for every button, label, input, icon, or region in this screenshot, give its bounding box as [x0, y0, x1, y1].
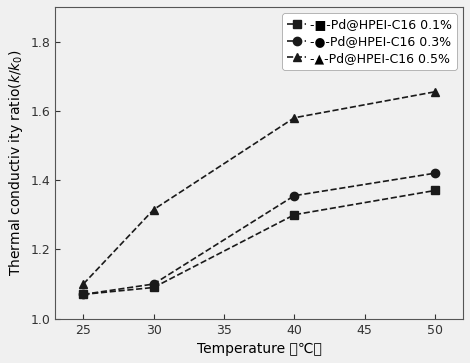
Legend: -■-Pd@HPEI-C16 0.1%, -●-Pd@HPEI-C16 0.3%, -▲-Pd@HPEI-C16 0.5%: -■-Pd@HPEI-C16 0.1%, -●-Pd@HPEI-C16 0.3%… — [282, 13, 457, 70]
X-axis label: Temperature （℃）: Temperature （℃） — [197, 342, 321, 356]
-▲-Pd@HPEI-C16 0.5% — [80, 282, 86, 286]
-▲-Pd@HPEI-C16 0.5% — [151, 207, 157, 212]
-■-Pd@HPEI-C16 0.1% — [291, 213, 297, 217]
-■-Pd@HPEI-C16 0.1% — [151, 285, 157, 290]
Y-axis label: Thermal conductiv ity ratio($k/k_0$): Thermal conductiv ity ratio($k/k_0$) — [7, 49, 25, 276]
-●-Pd@HPEI-C16 0.3% — [291, 193, 297, 198]
-■-Pd@HPEI-C16 0.1% — [432, 188, 438, 193]
-●-Pd@HPEI-C16 0.3% — [80, 292, 86, 297]
-■-Pd@HPEI-C16 0.1% — [80, 292, 86, 297]
Line: -▲-Pd@HPEI-C16 0.5%: -▲-Pd@HPEI-C16 0.5% — [79, 87, 439, 288]
Line: -■-Pd@HPEI-C16 0.1%: -■-Pd@HPEI-C16 0.1% — [79, 186, 439, 298]
Line: -●-Pd@HPEI-C16 0.3%: -●-Pd@HPEI-C16 0.3% — [79, 169, 439, 298]
-●-Pd@HPEI-C16 0.3% — [432, 171, 438, 175]
-▲-Pd@HPEI-C16 0.5% — [291, 115, 297, 120]
-▲-Pd@HPEI-C16 0.5% — [432, 90, 438, 94]
-●-Pd@HPEI-C16 0.3% — [151, 282, 157, 286]
